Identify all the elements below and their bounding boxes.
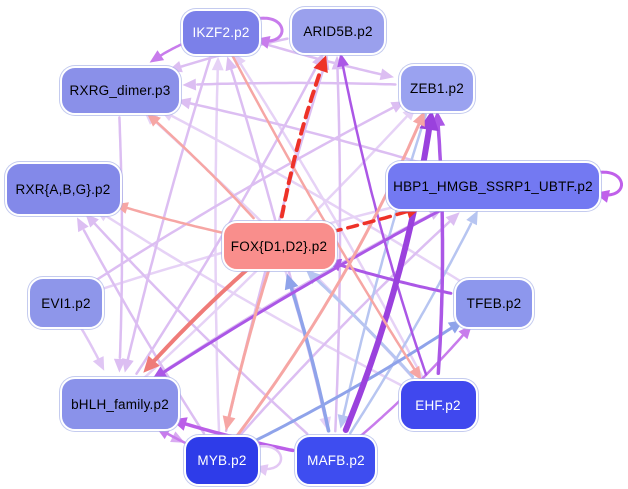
node-label-arid5b: ARID5B.p2 <box>303 23 373 39</box>
edge-ikzf2-rxrg <box>157 43 183 58</box>
node-label-fox: FOX{D1,D2}.p2 <box>230 238 328 254</box>
edge-myb-ikzf2 <box>214 68 221 433</box>
node-label-mafb: MAFB.p2 <box>307 452 365 468</box>
node-label-bhlh: bHLH_family.p2 <box>71 396 169 412</box>
edge-fox-arid5b <box>279 66 324 219</box>
arrowhead-mafb-fox <box>284 273 299 291</box>
arrowhead-zeb1-rxrg <box>182 78 197 91</box>
edge-evi1-bhlh <box>80 327 100 361</box>
arrowhead-myb-hbp1 <box>445 212 460 226</box>
edge-myb-tfeb <box>253 326 453 443</box>
arrowhead-fox-arid5b <box>313 55 328 73</box>
arrowhead-mafb-ikzf2 <box>225 56 237 72</box>
arrowhead-mafb-tfeb <box>458 325 472 340</box>
edge-mafb-fox <box>289 285 331 433</box>
arrowhead-mafb-hbp1 <box>466 210 478 226</box>
node-tfeb[interactable]: TFEB.p2 <box>454 277 534 329</box>
node-label-myb: MYB.p2 <box>197 452 247 468</box>
node-zeb1[interactable]: ZEB1.p2 <box>399 63 475 113</box>
arrowhead-hbp1-bhlh <box>151 366 168 380</box>
arrowhead-ikzf2-ehf <box>409 365 422 381</box>
node-label-ehf: EHF.p2 <box>415 397 461 413</box>
edge-fox-rxrabg <box>126 206 224 234</box>
node-label-zeb1: ZEB1.p2 <box>410 80 464 96</box>
edge-mafb-arid5b <box>334 67 342 433</box>
arrowhead-ehf-fox <box>305 269 321 285</box>
node-mafb[interactable]: MAFB.p2 <box>295 434 377 486</box>
node-ehf[interactable]: EHF.p2 <box>398 379 478 431</box>
arrowhead-ehf-arid5b <box>337 52 349 68</box>
arrowhead-myb-rxrabg <box>77 217 89 233</box>
node-label-hbp1: HBP1_HMGB_SSRP1_UBTF.p2 <box>393 178 593 194</box>
arrowhead-myb-zeb1 <box>412 111 425 127</box>
arrowhead-fox-myb <box>222 415 236 431</box>
node-arid5b[interactable]: ARID5B.p2 <box>290 7 386 55</box>
node-label-ikzf2: IKZF2.p2 <box>192 24 250 40</box>
edge-myb-bhlh <box>164 431 187 444</box>
arrowhead-evi1-bhlh <box>92 356 105 371</box>
edge-evi1-zeb1 <box>90 106 395 284</box>
self-loop-ikzf2 <box>253 16 284 43</box>
edge-ikzf2-bhlh <box>126 51 214 363</box>
edge-fox-hbp1 <box>329 209 411 234</box>
edge-fox-myb <box>227 268 271 419</box>
node-rxrg[interactable]: RXRG_dimer.p3 <box>59 65 181 115</box>
node-fox[interactable]: FOX{D1,D2}.p2 <box>221 221 337 271</box>
edge-ikzf2-ehf <box>230 52 416 371</box>
edge-fox-bhlh <box>150 267 250 365</box>
node-label-rxrg: RXRG_dimer.p3 <box>69 82 171 98</box>
arrowhead-ikzf2-zeb1 <box>379 68 394 81</box>
node-label-rxrabg: RXR{A,B,G}.p2 <box>15 181 111 197</box>
edge-myb-rxrabg <box>82 229 206 435</box>
edge-fox-rxrg <box>156 121 255 220</box>
arrowhead-zeb1-mafb <box>337 414 350 429</box>
node-label-tfeb: TFEB.p2 <box>466 295 522 311</box>
edge-mafb-hbp1 <box>348 222 473 435</box>
arrowhead-fox-bhlh <box>143 355 160 373</box>
node-myb[interactable]: MYB.p2 <box>184 434 260 486</box>
edge-zeb1-rxrg <box>195 81 397 86</box>
node-ikzf2[interactable]: IKZF2.p2 <box>181 8 261 56</box>
edge-ehf-ikzf2 <box>239 62 425 381</box>
arrowhead-rxrg-bhlh <box>113 358 126 373</box>
edge-rxrg-bhlh <box>118 116 124 360</box>
self-loop-myb <box>252 444 283 471</box>
edge-ehf-arid5b <box>341 63 428 376</box>
arrowhead-hbp1-rxrg <box>176 97 192 110</box>
arrowhead-myb-ikzf2 <box>211 56 224 71</box>
arrowhead-ikzf2-rxrg <box>149 50 165 63</box>
arrowhead-mafb-rxrabg <box>85 213 99 228</box>
edge-myb-hbp1 <box>238 219 453 437</box>
node-evi1[interactable]: EVI1.p2 <box>28 277 104 329</box>
node-rxrabg[interactable]: RXR{A,B,G}.p2 <box>4 162 122 216</box>
arrowhead-ikzf2-bhlh <box>122 358 134 373</box>
edge-ikzf2-zeb1 <box>257 41 382 76</box>
arrowhead-fox-rxrg <box>146 113 161 127</box>
edge-hbp1-bhlh <box>161 207 445 374</box>
node-bhlh[interactable]: bHLH_family.p2 <box>60 377 180 431</box>
node-hbp1[interactable]: HBP1_HMGB_SSRP1_UBTF.p2 <box>385 161 601 211</box>
self-loop-hbp1 <box>593 170 623 197</box>
node-label-evi1: EVI1.p2 <box>41 295 91 311</box>
